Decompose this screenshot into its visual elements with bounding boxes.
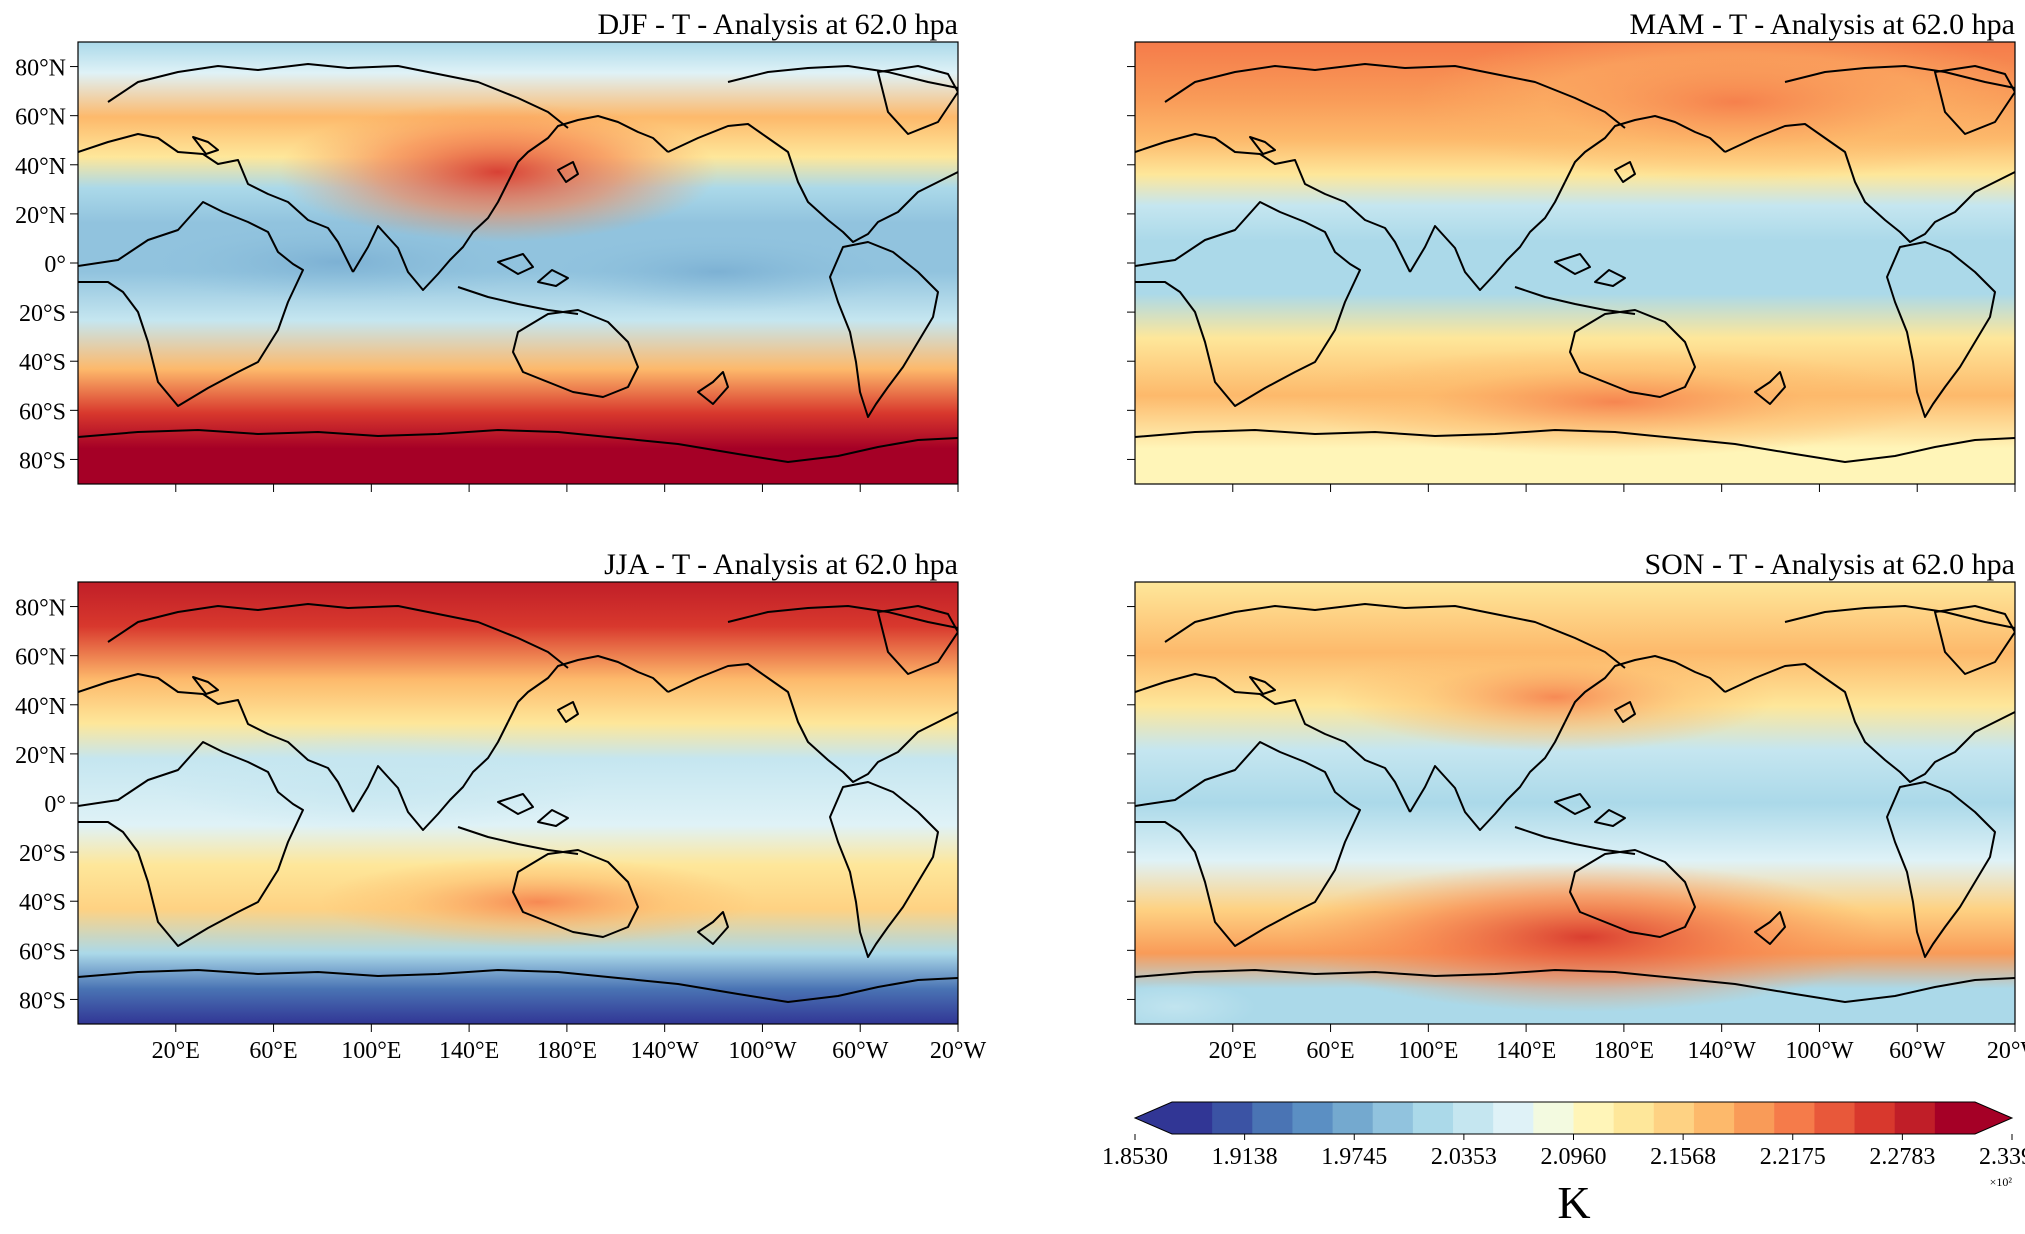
lat-tick-label: 60°S [19,399,66,425]
map-panel-mam: MAM - T - Analysis at 62.0 hpa [1127,8,2016,492]
temperature-field-son [1135,582,2015,1024]
lat-tick-label: 60°S [19,939,66,965]
lat-tick-label: 80°N [15,56,66,82]
panel-title: DJF - T - Analysis at 62.0 hpa [597,8,958,41]
colorbar-tick-label: 1.9138 [1212,1144,1278,1170]
lat-tick-label: 60°N [15,105,66,131]
lat-tick-label: 20°S [19,301,66,327]
colorbar-right-extension [1975,1102,2012,1134]
colorbar-segment [1332,1102,1374,1134]
temperature-anomaly-blob [278,102,718,242]
colorbar-segment [1934,1102,1976,1134]
panel-title: MAM - T - Analysis at 62.0 hpa [1629,8,2015,41]
lon-tick-label: 100°W [728,1038,797,1064]
colorbar-segment [1372,1102,1414,1134]
lon-tick-label: 100°E [341,1038,401,1064]
colorbar-segment [1252,1102,1294,1134]
lon-tick-label: 140°W [631,1038,700,1064]
temperature-field-jja [78,582,958,1024]
map-panel-son: SON - T - Analysis at 62.0 hpa 20°E 60°E 10… [1127,548,2025,1064]
lat-tick-label: 0° [44,252,66,278]
lon-tick-label: 20°W [930,1038,987,1064]
temperature-anomaly-blob [1285,862,1885,1012]
colorbar-tick-label: 2.2175 [1760,1144,1826,1170]
colorbar-multiplier: ×10² [1990,1175,2013,1189]
colorbar-segments [1172,1102,1976,1134]
colorbar-tick-label: 2.1568 [1650,1144,1716,1170]
lon-tick-label: 20°W [1987,1038,2025,1064]
lon-tick-label: 20°E [152,1038,200,1064]
lon-tick-label: 60°W [832,1038,889,1064]
temperature-anomaly-blob [1415,42,2015,182]
lat-tick-label: 40°N [15,694,66,720]
colorbar-label: K [1557,1177,1590,1228]
lat-tick-label: 80°S [19,448,66,474]
colorbar-segment [1292,1102,1334,1134]
lat-tick-label: 20°N [15,743,66,769]
temperature-field-djf [78,42,958,484]
colorbar-segment [1613,1102,1655,1134]
colorbar-tick-label: 2.2783 [1869,1144,1935,1170]
lat-tick-label: 20°S [19,841,66,867]
lat-tick-label: 40°N [15,154,66,180]
colorbar-left-extension [1135,1102,1172,1134]
lon-tick-label: 60°E [249,1038,297,1064]
lon-tick-label: 180°E [537,1038,597,1064]
lon-tick-label: 140°E [439,1038,499,1064]
colorbar-tick-label: 1.8530 [1102,1144,1168,1170]
lat-tick-label: 40°S [19,890,66,916]
map-panel-jja: JJA - T - Analysis at 62.0 hpa 80°N 60°N 40… [15,548,986,1064]
colorbar-segment [1412,1102,1454,1134]
lat-tick-label: 0° [44,792,66,818]
temperature-field-mam [1135,42,2015,484]
lat-tick-label: 60°N [15,645,66,671]
lon-tick-label: 60°W [1889,1038,1946,1064]
colorbar-tick-label: 2.0960 [1541,1144,1607,1170]
colorbar: 1.8530 1.9138 1.9745 2.0353 2.0960 2.1568 2.21… [1102,1101,2025,1228]
colorbar-segment [1573,1102,1615,1134]
colorbar-segment [1172,1102,1213,1134]
panel-title: JJA - T - Analysis at 62.0 hpa [604,548,958,581]
temperature-anomaly-blob [138,222,538,302]
colorbar-segment [1533,1102,1575,1134]
lat-tick-label: 40°S [19,350,66,376]
lon-tick-label: 100°W [1785,1038,1854,1064]
panel-title: SON - T - Analysis at 62.0 hpa [1644,548,2015,581]
lon-tick-label: 60°E [1306,1038,1354,1064]
lon-tick-label: 180°E [1594,1038,1654,1064]
lon-tick-label: 140°E [1496,1038,1556,1064]
colorbar-segment [1693,1102,1735,1134]
temperature-anomaly-blob [1335,642,1775,752]
colorbar-tick-label: 2.0353 [1431,1144,1497,1170]
lon-tick-label: 20°E [1209,1038,1257,1064]
temperature-anomaly-blob [158,732,598,832]
lat-tick-label: 20°N [15,203,66,229]
colorbar-ticks: 1.8530 1.9138 1.9745 2.0353 2.0960 2.1568 2.21… [1102,1134,2025,1170]
lon-tick-label: 100°E [1398,1038,1458,1064]
colorbar-segment [1212,1102,1253,1134]
temperature-anomaly-blob [1135,982,1255,1024]
colorbar-segment [1734,1102,1775,1134]
colorbar-segment [1493,1102,1534,1134]
temperature-anomaly-blob [318,857,758,947]
colorbar-segment [1453,1102,1494,1134]
lon-tick-label: 140°W [1688,1038,1757,1064]
lat-tick-label: 80°S [19,988,66,1014]
colorbar-segment [1774,1102,1815,1134]
map-panel-djf: DJF - T - Analysis at 62.0 hpa 80°N 60°N 40… [15,8,959,492]
colorbar-outline [1133,1101,2014,1135]
lat-tick-label: 80°N [15,596,66,622]
temperature-anomaly-blob [538,232,898,312]
colorbar-tick-label: 1.9745 [1321,1144,1387,1170]
colorbar-segment [1653,1102,1695,1134]
temperature-anomaly-blob [1295,347,1935,457]
colorbar-tick-label: 2.3390 [1979,1144,2025,1170]
colorbar-segment [1814,1102,1856,1134]
colorbar-segment [1894,1102,1936,1134]
colorbar-segment [1854,1102,1896,1134]
